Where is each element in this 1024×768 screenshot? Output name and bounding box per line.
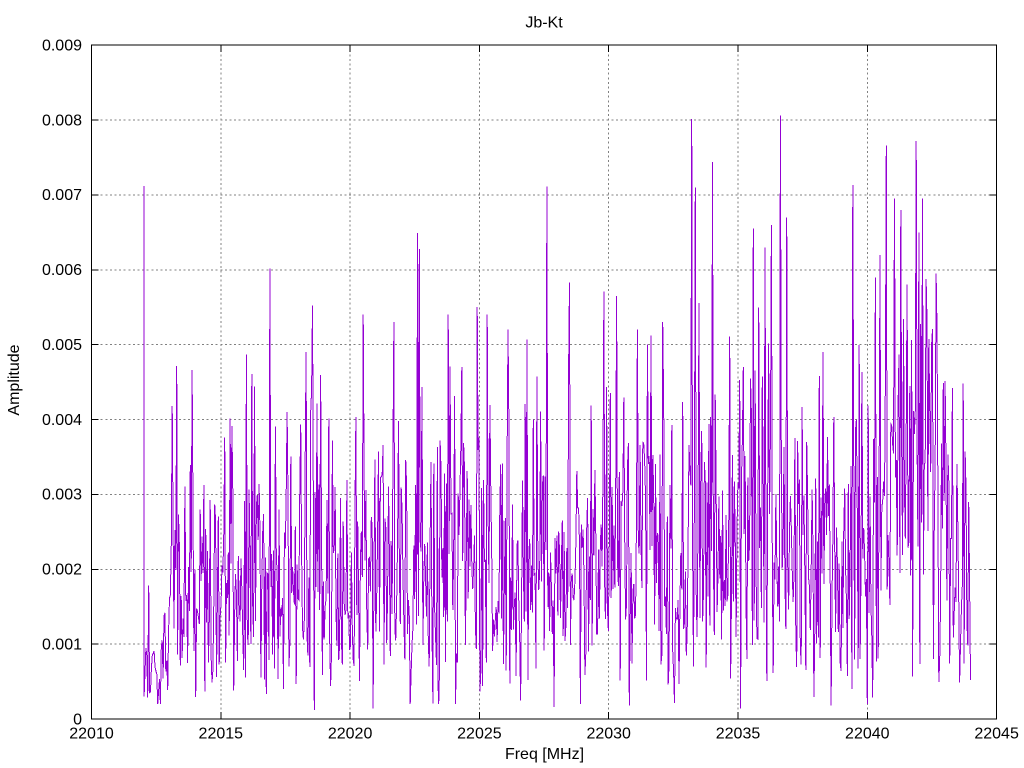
svg-text:0.007: 0.007 [42,187,82,204]
svg-text:Freq [MHz]: Freq [MHz] [505,746,584,763]
svg-text:0.008: 0.008 [42,112,82,129]
svg-text:Amplitude: Amplitude [6,344,23,415]
svg-text:22010: 22010 [69,726,114,743]
svg-text:22015: 22015 [199,726,244,743]
svg-text:22020: 22020 [328,726,373,743]
svg-text:0.003: 0.003 [42,487,82,504]
svg-text:0: 0 [73,711,82,728]
svg-text:Jb-Kt: Jb-Kt [525,15,563,32]
svg-text:0.001: 0.001 [42,637,82,654]
svg-text:0.006: 0.006 [42,262,82,279]
svg-text:0.002: 0.002 [42,562,82,579]
svg-text:22025: 22025 [457,726,502,743]
svg-text:0.009: 0.009 [42,37,82,54]
svg-text:22045: 22045 [974,726,1019,743]
svg-text:22030: 22030 [586,726,631,743]
svg-text:0.004: 0.004 [42,412,82,429]
svg-text:22040: 22040 [845,726,890,743]
svg-text:0.005: 0.005 [42,337,82,354]
svg-text:22035: 22035 [716,726,761,743]
